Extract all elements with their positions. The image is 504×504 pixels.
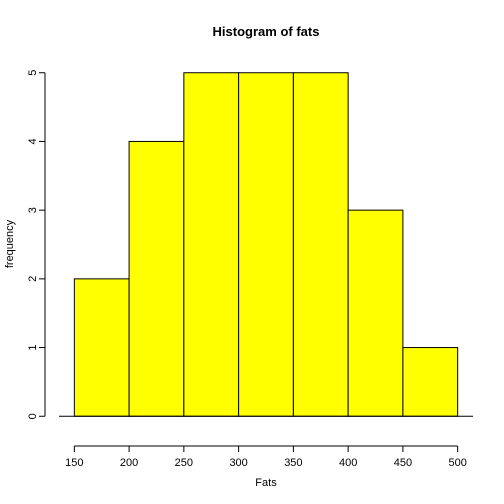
bar-4 bbox=[292, 72, 349, 417]
bar-2 bbox=[183, 72, 240, 417]
bar-1 bbox=[128, 140, 185, 417]
y-tick-label-2: 2 bbox=[27, 276, 39, 282]
x-tick-label-4: 350 bbox=[284, 457, 302, 469]
y-tick-label-1: 1 bbox=[27, 344, 39, 350]
y-tick-label-3: 3 bbox=[27, 207, 39, 213]
y-axis: 0 1 2 3 4 5 bbox=[27, 70, 46, 419]
bar-6 bbox=[402, 347, 459, 417]
y-axis-label: frequency bbox=[4, 219, 16, 268]
bar-5 bbox=[347, 209, 404, 417]
x-tick-label-5: 400 bbox=[339, 457, 357, 469]
chart-title: Histogram of fats bbox=[213, 24, 320, 39]
y-tick-label-4: 4 bbox=[27, 138, 39, 144]
y-tick-label-0: 0 bbox=[27, 413, 39, 419]
x-tick-label-7: 500 bbox=[448, 457, 466, 469]
x-tick-label-0: 150 bbox=[65, 457, 83, 469]
x-tick-label-6: 450 bbox=[394, 457, 412, 469]
bar-0 bbox=[73, 278, 130, 417]
x-axis-label: Fats bbox=[255, 477, 277, 489]
x-axis: 150 200 250 300 350 400 450 500 bbox=[65, 445, 467, 469]
x-tick-label-1: 200 bbox=[120, 457, 138, 469]
y-tick-label-5: 5 bbox=[27, 70, 39, 76]
bar-3 bbox=[238, 72, 294, 417]
x-tick-label-3: 300 bbox=[229, 457, 247, 469]
x-tick-label-2: 250 bbox=[175, 457, 193, 469]
bars-group bbox=[73, 72, 459, 417]
